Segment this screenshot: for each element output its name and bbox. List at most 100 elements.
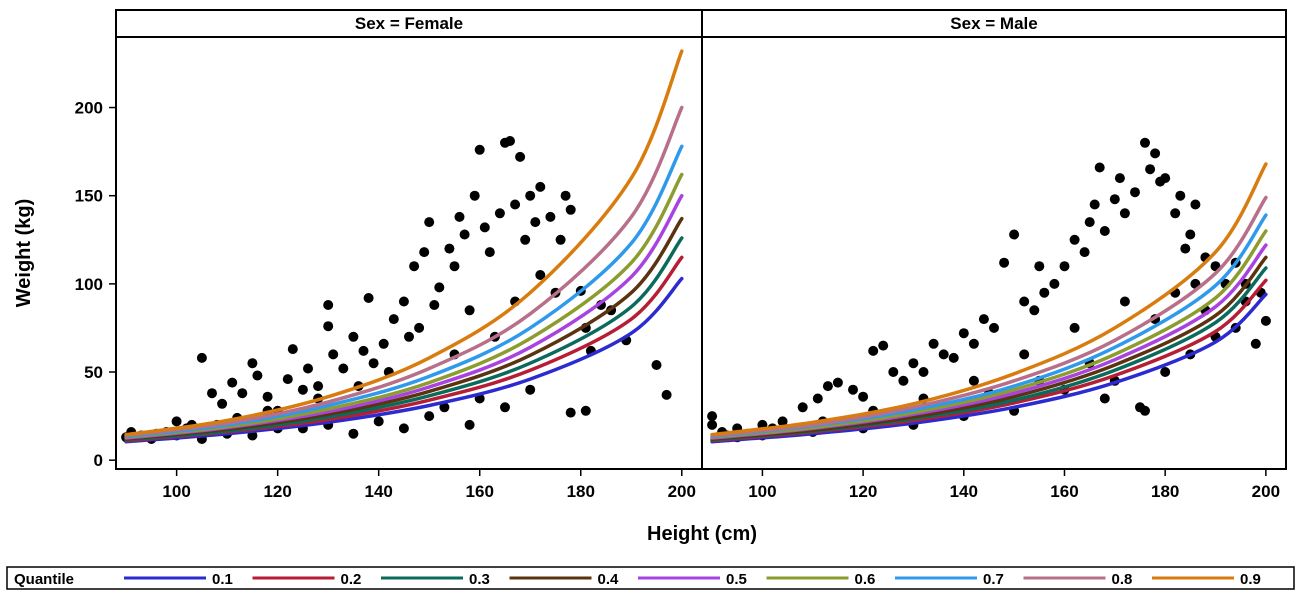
legend-label-0.7: 0.7 [983, 571, 1004, 588]
data-point [378, 338, 389, 349]
x-tick-label: 160 [1050, 482, 1078, 501]
data-point [580, 405, 591, 416]
data-point [968, 338, 979, 349]
legend-label-0.3: 0.3 [469, 571, 490, 588]
data-point [530, 217, 541, 228]
data-point [464, 305, 475, 316]
x-tick-label: 120 [849, 482, 877, 501]
data-point [1069, 322, 1080, 333]
data-point [958, 328, 969, 339]
y-tick-label: 0 [94, 451, 103, 470]
data-point [1170, 208, 1181, 219]
data-point [1160, 367, 1171, 377]
data-point [948, 352, 959, 363]
data-point [323, 300, 334, 310]
data-point [878, 340, 889, 351]
data-point [287, 344, 298, 355]
data-point [434, 282, 445, 293]
data-point [171, 416, 182, 427]
x-axis-male: 100 120 140 160 180 200 [748, 469, 1280, 501]
quantile-curve-0.1 [710, 292, 1268, 444]
data-point [262, 391, 273, 402]
data-point [858, 391, 869, 402]
data-point [1034, 261, 1045, 272]
data-point [348, 331, 359, 342]
data-point [832, 377, 843, 388]
x-tick-label: 180 [567, 482, 595, 501]
data-point [1175, 190, 1186, 201]
data-point [1019, 349, 1030, 360]
data-point [1130, 187, 1140, 198]
data-point [1190, 199, 1201, 210]
data-point [1099, 226, 1110, 236]
x-tick-label: 120 [263, 482, 291, 501]
data-point [1089, 199, 1100, 210]
data-point [661, 389, 672, 400]
data-point [303, 363, 313, 374]
panel-male-header: Sex = Male [701, 9, 1287, 38]
data-point [348, 428, 359, 439]
data-point [454, 211, 465, 222]
data-point [797, 402, 808, 413]
y-axis: 0 50 100 150 200 [75, 99, 116, 470]
quantile-curve-0.2 [710, 278, 1268, 443]
y-tick-label: 200 [75, 99, 103, 118]
data-point [328, 349, 339, 360]
data-point [1160, 173, 1171, 184]
x-tick-label: 160 [466, 482, 494, 501]
data-point [535, 270, 546, 280]
data-point [358, 345, 369, 356]
legend-title: Quantile [14, 571, 74, 588]
legend-label-0.8: 0.8 [1112, 571, 1133, 588]
quantile-curve-0.6 [124, 172, 684, 440]
data-point [1094, 162, 1105, 173]
data-point [500, 402, 510, 413]
data-point [560, 190, 571, 201]
data-point [520, 234, 531, 245]
quantile-curve-0.8 [710, 195, 1268, 438]
panel-male-title: Sex = Male [950, 14, 1037, 33]
quantile-curve-0.3 [124, 236, 684, 442]
data-point [439, 402, 450, 413]
data-point [424, 411, 435, 422]
data-point [707, 419, 718, 430]
data-point [545, 211, 556, 222]
data-point [1049, 278, 1060, 289]
data-point [1114, 173, 1125, 184]
data-point [338, 363, 349, 374]
data-point [1150, 148, 1161, 159]
quantile-curve-0.3 [710, 266, 1268, 442]
data-point [479, 222, 490, 233]
data-point [888, 367, 899, 377]
data-point [469, 190, 480, 201]
data-point [1140, 137, 1150, 148]
data-point [928, 338, 939, 349]
x-tick-label: 140 [365, 482, 393, 501]
data-point [1079, 247, 1090, 258]
data-point [484, 247, 495, 258]
data-point [999, 257, 1010, 268]
data-point [409, 261, 420, 272]
data-point [968, 375, 979, 386]
data-point [812, 393, 823, 404]
data-point [525, 190, 536, 201]
data-point [1059, 261, 1070, 272]
data-point [651, 360, 662, 370]
data-point [525, 384, 536, 395]
quantile-curve-0.9 [710, 162, 1268, 437]
data-point [1250, 338, 1261, 349]
legend-label-0.1: 0.1 [212, 571, 233, 588]
data-point [323, 321, 334, 332]
data-point [459, 229, 470, 240]
data-point [217, 398, 228, 409]
data-point [978, 314, 989, 325]
legend-items: 0.1 0.2 0.3 0.4 0.5 0.6 0.7 0.8 0.9 [124, 571, 1261, 588]
legend-label-0.5: 0.5 [726, 571, 747, 588]
data-point [424, 217, 435, 228]
data-point [474, 144, 485, 155]
data-point [419, 247, 430, 258]
data-point [1119, 296, 1130, 307]
data-point [252, 370, 263, 381]
x-axis-title: Height (cm) [647, 523, 757, 545]
data-point [196, 352, 207, 363]
